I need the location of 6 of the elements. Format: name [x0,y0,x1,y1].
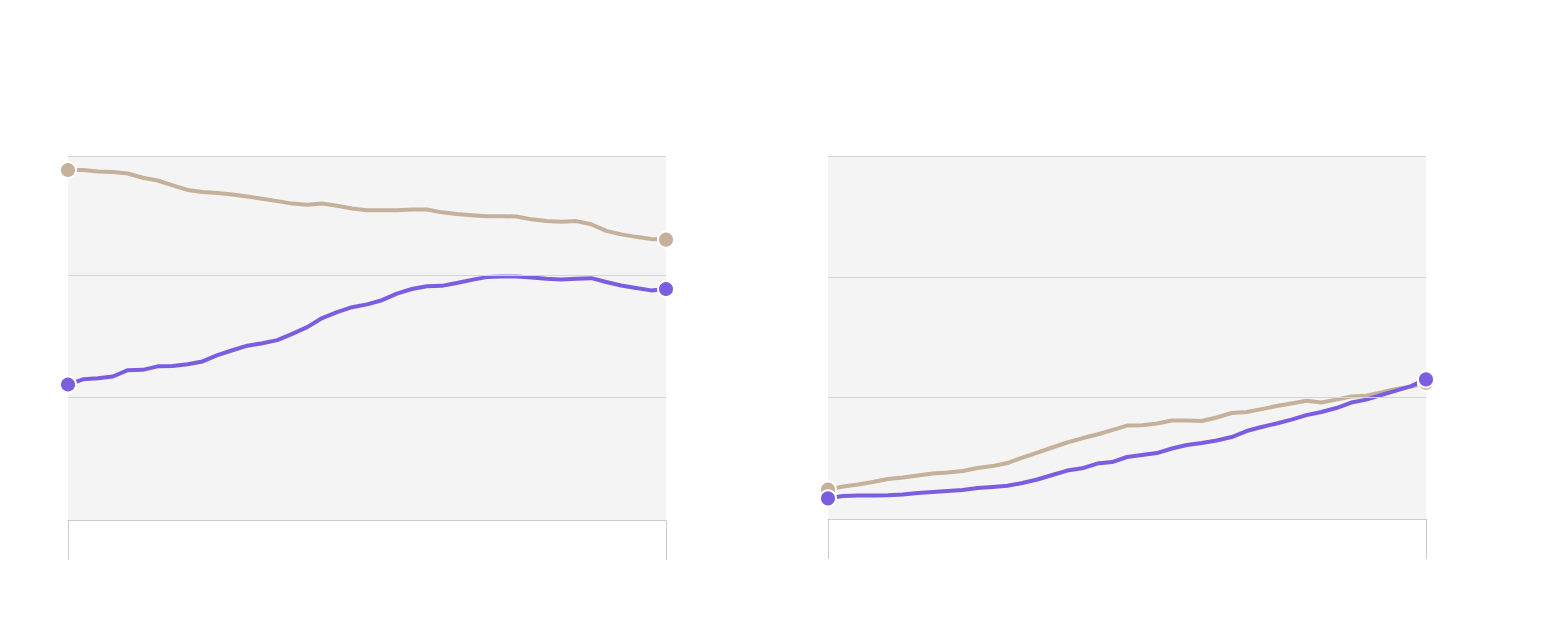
point [59,161,77,179]
point [657,230,675,249]
point [1417,370,1435,389]
point [59,375,77,394]
point [657,280,675,298]
point [819,489,837,508]
